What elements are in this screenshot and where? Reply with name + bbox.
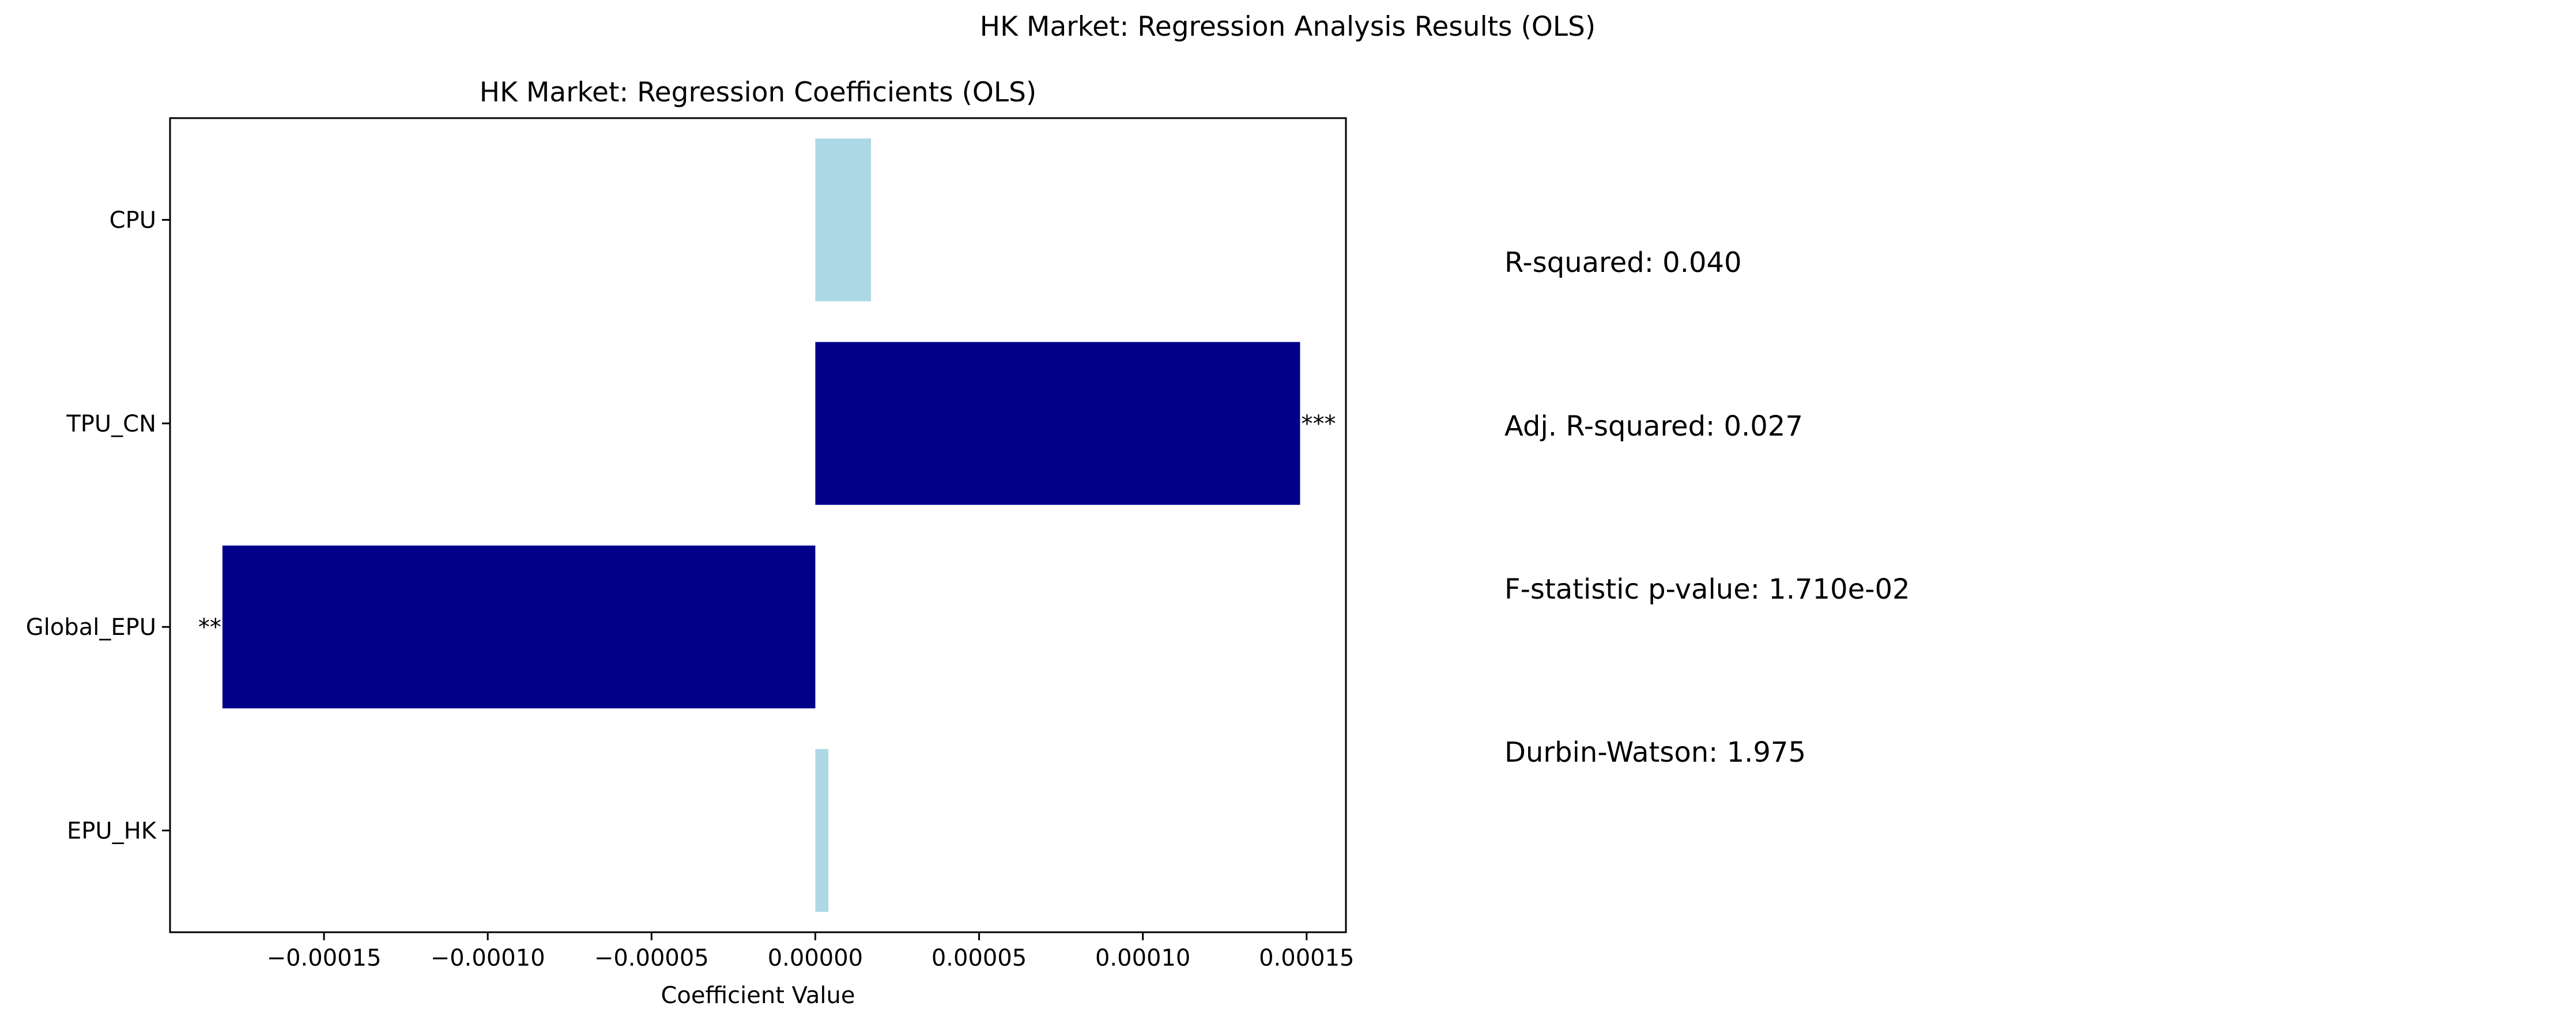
- chart-title: HK Market: Regression Coefficients (OLS): [480, 77, 1037, 108]
- stats-panel: R-squared: 0.040 Adj. R-squared: 0.027 F-s…: [1504, 247, 1910, 769]
- stat-line: R-squared: 0.040: [1504, 247, 1742, 279]
- x-axis: −0.00015 −0.00010 −0.00005 0.00000 0.00005 0.…: [267, 932, 1355, 971]
- y-tick-label: TPU_CN: [66, 411, 156, 437]
- x-tick-label: 0.00010: [1095, 945, 1190, 971]
- y-axis: EPU_HK Global_EPU TPU_CN CPU: [26, 207, 170, 844]
- x-tick-label: −0.00010: [431, 945, 545, 971]
- stat-line: Durbin-Watson: 1.975: [1504, 736, 1806, 769]
- x-tick-label: 0.00015: [1259, 945, 1354, 971]
- stat-line: Adj. R-squared: 0.027: [1504, 410, 1803, 442]
- x-tick-label: −0.00015: [267, 945, 382, 971]
- x-tick-label: 0.00005: [931, 945, 1027, 971]
- x-axis-label: Coefficient Value: [661, 982, 855, 1009]
- y-tick-label: EPU_HK: [67, 818, 157, 844]
- stat-line: F-statistic p-value: 1.710e-02: [1504, 573, 1910, 606]
- bar-tpu-cn: [815, 342, 1300, 505]
- plot-frame: [169, 117, 1347, 933]
- y-tick-label: CPU: [110, 207, 156, 234]
- y-tick-label: Global_EPU: [26, 614, 156, 641]
- x-tick-label: 0.00000: [768, 945, 863, 971]
- bar-cpu: [815, 138, 872, 301]
- significance-label: **: [198, 614, 221, 641]
- x-tick-label: −0.00005: [594, 945, 709, 971]
- significance-label: ***: [1301, 411, 1336, 437]
- significance-labels: *****: [198, 411, 1336, 641]
- figure-suptitle: HK Market: Regression Analysis Results (…: [980, 11, 1596, 43]
- bar-global-epu: [222, 545, 816, 709]
- bar-epu-hk: [815, 749, 829, 912]
- bar-group: [222, 138, 1300, 912]
